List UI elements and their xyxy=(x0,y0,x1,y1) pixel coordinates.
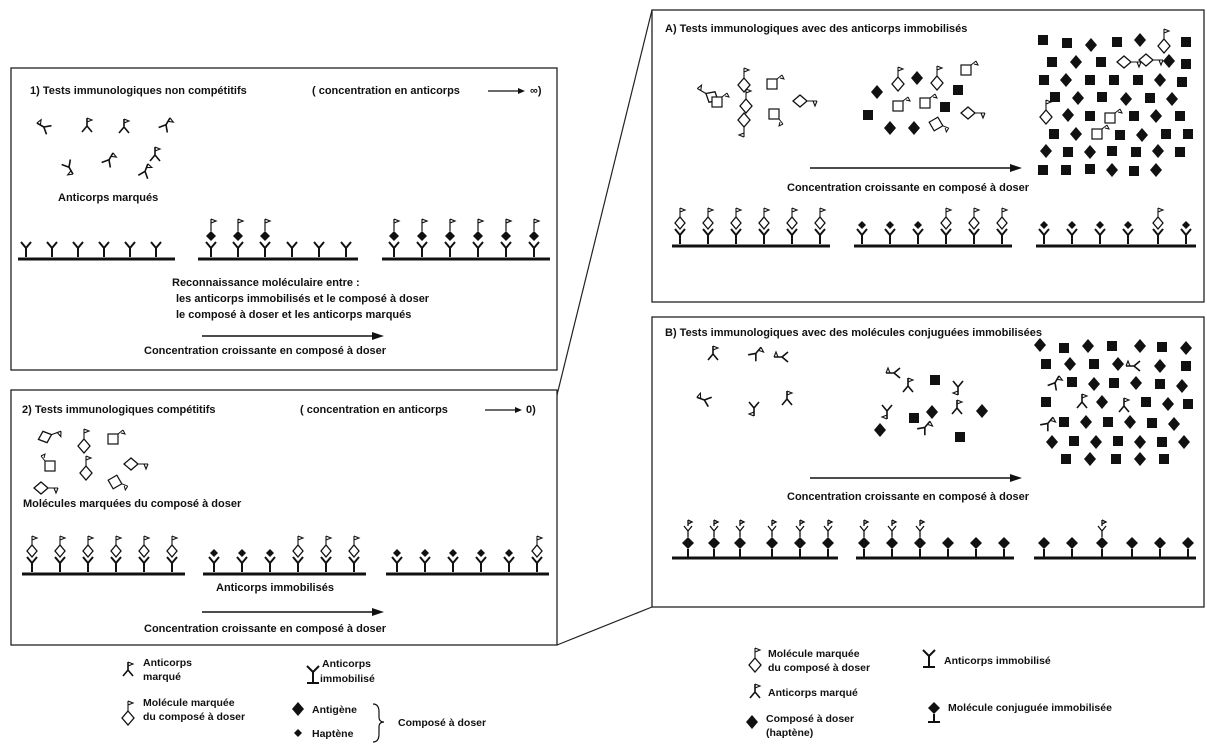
comp-surface-2 xyxy=(203,536,366,576)
panel-competitive: 2) Tests immunologiques compétitifs ( co… xyxy=(10,389,558,646)
labeled-molecule-cluster xyxy=(693,67,818,138)
legend-r-labeled-mol-line1: Molécule marquée xyxy=(768,648,860,660)
panel1-arrow-caption: Concentration croissante en composé à do… xyxy=(144,345,387,357)
connector-line-bottom xyxy=(556,606,653,646)
legend-left: Anticorps marqué Anticorps immobilisé Mo… xyxy=(121,657,486,743)
panelA-title: A) Tests immunologiques avec des anticor… xyxy=(665,23,967,35)
panelA-arrow-caption: Concentration croissante en composé à do… xyxy=(787,182,1030,194)
surface-partial xyxy=(198,219,358,261)
panel1-condition-end: ∞) xyxy=(530,85,542,97)
A-surface-3 xyxy=(1036,208,1196,248)
recognition-line-2: les anticorps immobilisés et le composé … xyxy=(176,293,430,305)
legend-labeled-mol-line2: du composé à doser xyxy=(143,711,245,723)
labeled-antibody-cluster xyxy=(33,114,176,180)
legend-immobilized-ab-line2: immobilisé xyxy=(320,673,375,685)
dense-cluster xyxy=(1038,28,1193,177)
legend-hapten: Haptène xyxy=(312,728,354,740)
dense-cluster xyxy=(1034,338,1193,466)
hapten-icon xyxy=(294,729,302,737)
panelB-title: B) Tests immunologiques avec des molécul… xyxy=(665,327,1042,339)
A-surface-1 xyxy=(672,208,830,248)
recognition-line-3: le composé à doser et les anticorps marq… xyxy=(176,309,411,321)
antigen-icon xyxy=(292,702,304,716)
recognition-line-1: Reconnaissance moléculaire entre : xyxy=(172,277,360,289)
panel-immobilized-conjugates: B) Tests immunologiques avec des molécul… xyxy=(651,316,1205,608)
surface-full xyxy=(382,219,550,261)
analyte-icon xyxy=(746,715,758,729)
B-surface-3 xyxy=(1034,520,1196,560)
legend-right: Molécule marquée du composé à doser Anti… xyxy=(746,647,1112,739)
mixed-cluster xyxy=(863,60,986,138)
labeled-molecule-icon xyxy=(121,700,135,726)
legend-r-labeled-ab: Anticorps marqué xyxy=(768,687,858,699)
panelB-arrow-caption: Concentration croissante en composé à do… xyxy=(787,491,1030,503)
conjugated-molecule-icon xyxy=(928,702,940,723)
labeled-antibody-icon xyxy=(122,661,134,677)
legend-labeled-ab-line1: Anticorps xyxy=(143,657,192,669)
panel2-title: 2) Tests immunologiques compétitifs xyxy=(22,404,216,416)
immobilized-antibodies-caption: Anticorps immobilisés xyxy=(216,582,334,594)
mixed-cluster xyxy=(874,367,988,442)
legend-r-immobilized-ab: Anticorps immobilisé xyxy=(944,655,1051,667)
legend-r-analyte-line1: Composé à doser xyxy=(766,713,854,725)
panel-noncompetitive: 1) Tests immunologiques non compétitifs … xyxy=(10,67,558,371)
legend-r-analyte-line2: (haptène) xyxy=(766,727,813,739)
legend-labeled-ab-line2: marqué xyxy=(143,671,181,683)
legend-analyte: Composé à doser xyxy=(398,717,486,729)
panel-immobilized-antibodies: A) Tests immunologiques avec des anticor… xyxy=(651,9,1205,303)
surface-plain xyxy=(18,241,175,261)
legend-r-conjugated: Molécule conjuguée immobilisée xyxy=(948,702,1112,714)
B-surface-1 xyxy=(672,520,838,560)
panel2-condition-end: 0) xyxy=(526,404,536,416)
panel1-title: 1) Tests immunologiques non compétitifs xyxy=(30,85,247,97)
immobilized-antibody-icon xyxy=(922,649,936,668)
labeled-molecule-cluster xyxy=(33,424,149,496)
legend-labeled-mol-line1: Molécule marquée xyxy=(143,697,235,709)
labeled-antibody-cluster xyxy=(694,343,793,417)
labeled-antibodies-caption: Anticorps marqués xyxy=(58,192,158,204)
panel1-condition: ( concentration en anticorps xyxy=(312,85,460,97)
immobilized-antibody-icon xyxy=(306,665,320,684)
legend-antigen: Antigène xyxy=(312,704,357,716)
legend-immobilized-ab-line1: Anticorps xyxy=(322,658,371,670)
panel2-condition: ( concentration en anticorps xyxy=(300,404,448,416)
labeled-molecules-caption: Molécules marquées du composé à doser xyxy=(23,498,242,510)
legend-r-labeled-mol-line2: du composé à doser xyxy=(768,662,870,674)
labeled-antibody-icon xyxy=(749,683,761,699)
comp-surface-1 xyxy=(22,536,185,576)
comp-surface-3 xyxy=(386,536,549,576)
labeled-molecule-icon xyxy=(748,647,762,673)
A-surface-2 xyxy=(854,208,1012,248)
panel2-arrow-caption: Concentration croissante en composé à do… xyxy=(144,623,387,635)
connector-line-top xyxy=(556,9,653,396)
brace xyxy=(372,703,385,743)
B-surface-2 xyxy=(856,520,1014,560)
